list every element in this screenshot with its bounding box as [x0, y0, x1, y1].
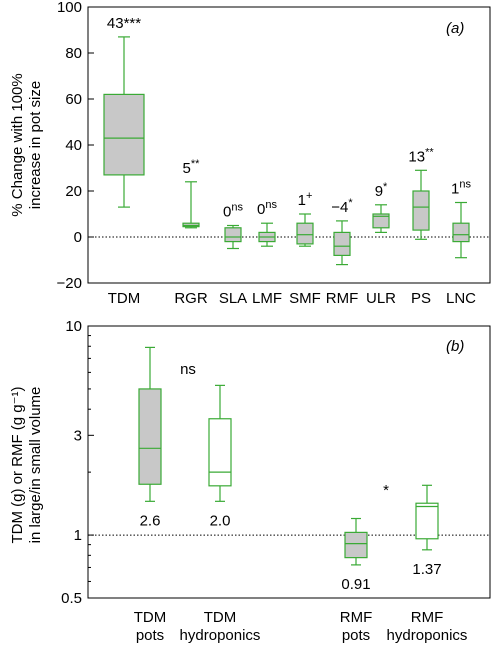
panel-a-box-ulr: [372, 204, 390, 233]
panel-b-annotation-3: 1.37: [412, 561, 441, 578]
panel-a-ylabel-line1: % Change with 100%: [9, 73, 26, 216]
panel-b-y-ticks: 0.5 1 3 10: [61, 318, 94, 607]
panel-b-box-rmf-hydroponics-iqr: [415, 502, 439, 540]
panel-b-tag: (b): [446, 338, 464, 355]
panel-a-annotation-rmf: −4*: [331, 197, 353, 216]
panel-b-ylabel-line2: in large/in small volume: [27, 387, 44, 544]
panel-b-box-rmf-pots-iqr: [344, 531, 368, 559]
panel-a-annotation-tdm: 43***: [107, 15, 141, 32]
panel-b-annotation-0: 2.6: [140, 512, 161, 529]
panel-a-tag: (a): [446, 20, 464, 37]
panel-a-ylabel-line2: increase in pot size: [27, 81, 44, 209]
panel-a-frame: [87, 6, 491, 284]
panel-a-x-tick-label: SMF: [289, 290, 321, 307]
panel-a-y-ticks: −20 0 20 40 60 80 100: [57, 0, 94, 292]
panel-a-box-sla-iqr: [224, 227, 242, 243]
panel-a-annotation-lnc: 1ns: [451, 179, 471, 198]
panel-a-box-ps: [412, 169, 430, 240]
panel-a-box-lnc: [452, 201, 470, 259]
panel-a-y-tick-label: 0: [74, 229, 82, 246]
panel-a-annotation-ulr: 9*: [375, 181, 388, 200]
panel-b-box-rmf-hydroponics: [415, 484, 439, 551]
panel-b-box-tdm-pots-iqr: [138, 388, 162, 485]
panel-b-y-tick-label: 1: [74, 527, 82, 544]
panel-b-box-tdm-hydroponics-iqr: [208, 418, 232, 487]
panel-b-y-tick-label: 10: [65, 318, 82, 335]
panel-a-box-smf-iqr: [296, 222, 314, 245]
panel-b-ylabel-line1: TDM (g) or RMF (g g⁻¹): [9, 386, 26, 543]
panel-b-boxes: [138, 346, 439, 566]
panel-a-y-tick-label: 40: [65, 137, 82, 154]
panel-a-box-tdm-iqr: [103, 93, 145, 176]
panel-a-x-tick-label: LMF: [252, 290, 282, 307]
panel-a-box-smf: [296, 213, 314, 247]
panel-b-y-tick-label: 3: [74, 427, 82, 444]
panel-b-x-tick-label-line1: RMF: [411, 609, 444, 626]
panel-a-y-tick-label: −20: [57, 275, 82, 292]
panel-a-annotation-sla: 0ns: [223, 202, 243, 221]
panel-a: −20 0 20 40 60 80 100 43*** 5** 0ns 0ns 1+ −4* 9* 13*…: [9, 0, 491, 307]
panel-b-x-tick-label-line1: TDM: [134, 609, 167, 626]
panel-a-x-tick-label: PS: [411, 290, 431, 307]
panel-a-box-sla: [224, 224, 242, 250]
panel-a-x-tick-label: LNC: [446, 290, 476, 307]
panel-a-boxes: [103, 36, 470, 266]
panel-a-annotation-ps: 13**: [408, 146, 434, 165]
panel-a-x-tick-label: RGR: [174, 290, 208, 307]
panel-b-box-tdm-hydroponics: [208, 384, 232, 502]
panel-a-x-tick-labels: TDM RGR SLA LMF SMF RMF ULR PS LNC: [108, 290, 476, 307]
panel-b-frame: [87, 325, 491, 599]
panel-a-box-ulr-iqr: [372, 213, 390, 229]
panel-b-x-tick-label-line2: hydroponics: [387, 627, 468, 644]
panel-a-box-lmf: [258, 222, 276, 247]
panel-b-annotation-1: 2.0: [210, 512, 231, 529]
panel-b-x-tick-label-line1: TDM: [204, 609, 237, 626]
panel-a-annotations: 43*** 5** 0ns 0ns 1+ −4* 9* 13** 1ns: [107, 15, 472, 221]
panel-b-x-tick-labels: TDMpotsTDMhydroponicsRMFpotsRMFhydroponi…: [134, 609, 468, 644]
panel-a-box-lnc-iqr: [452, 222, 470, 243]
panel-a-box-ps-iqr: [412, 190, 430, 231]
panel-a-box-rgr: [182, 181, 200, 229]
panel-a-annotation-rgr: 5**: [183, 158, 201, 177]
panel-a-annotation-lmf: 0ns: [257, 199, 277, 218]
panel-a-x-tick-label: ULR: [366, 290, 396, 307]
panel-a-y-tick-label: 80: [65, 45, 82, 62]
panel-a-y-tick-label: 20: [65, 183, 82, 200]
panel-b-x-tick-label-line1: RMF: [340, 609, 373, 626]
panel-a-box-tdm: [103, 36, 145, 208]
panel-a-x-tick-label: RMF: [326, 290, 359, 307]
panel-b-x-tick-label-line2: pots: [342, 627, 370, 644]
panel-b-x-tick-label-line2: hydroponics: [180, 627, 261, 644]
panel-a-x-tick-label: TDM: [108, 290, 141, 307]
panel-b-box-tdm-pots: [138, 346, 162, 502]
panel-a-annotation-smf: 1+: [298, 190, 313, 209]
panel-a-y-tick-label: 100: [57, 0, 82, 16]
panel-b-x-tick-label-line2: pots: [136, 627, 164, 644]
panel-b-annotations: 2.6 2.0 0.91 1.37: [140, 512, 442, 593]
panel-b-significance-tdm: ns: [180, 361, 196, 378]
panel-a-x-tick-label: SLA: [219, 290, 247, 307]
panel-b-box-rmf-pots: [344, 517, 368, 566]
panel-a-box-rmf-iqr: [333, 231, 351, 256]
panel-b-annotation-2: 0.91: [341, 576, 370, 593]
panel-a-box-rmf: [333, 220, 351, 266]
panel-a-y-tick-label: 60: [65, 91, 82, 108]
panel-b-significance-rmf: *: [383, 482, 389, 499]
panel-b-y-tick-label: 0.5: [61, 590, 82, 607]
